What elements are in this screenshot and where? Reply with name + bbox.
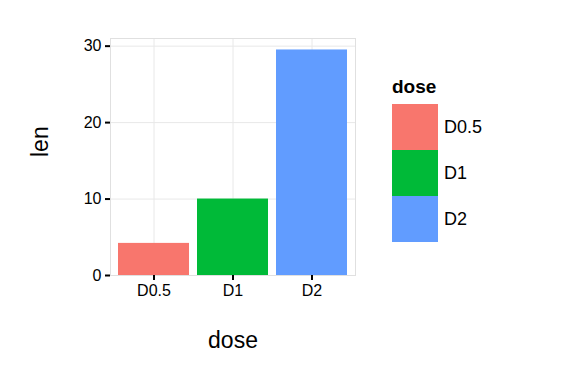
svg-text:D1: D1 [223, 282, 244, 299]
svg-text:len: len [27, 126, 53, 157]
html-text:D2: D2 [444, 208, 467, 229]
svg-text:D2: D2 [302, 282, 323, 299]
svg-text:10: 10 [84, 190, 102, 207]
html-text:D1: D1 [444, 162, 467, 183]
html-text:dose: dose [392, 76, 437, 97]
html-text:D0.5: D0.5 [444, 116, 482, 137]
svg-text:30: 30 [84, 37, 102, 54]
svg-text:0: 0 [93, 267, 102, 284]
svg-text:20: 20 [84, 114, 102, 131]
svg-text:dose: dose [208, 327, 258, 353]
svg-text:D0.5: D0.5 [137, 282, 171, 299]
